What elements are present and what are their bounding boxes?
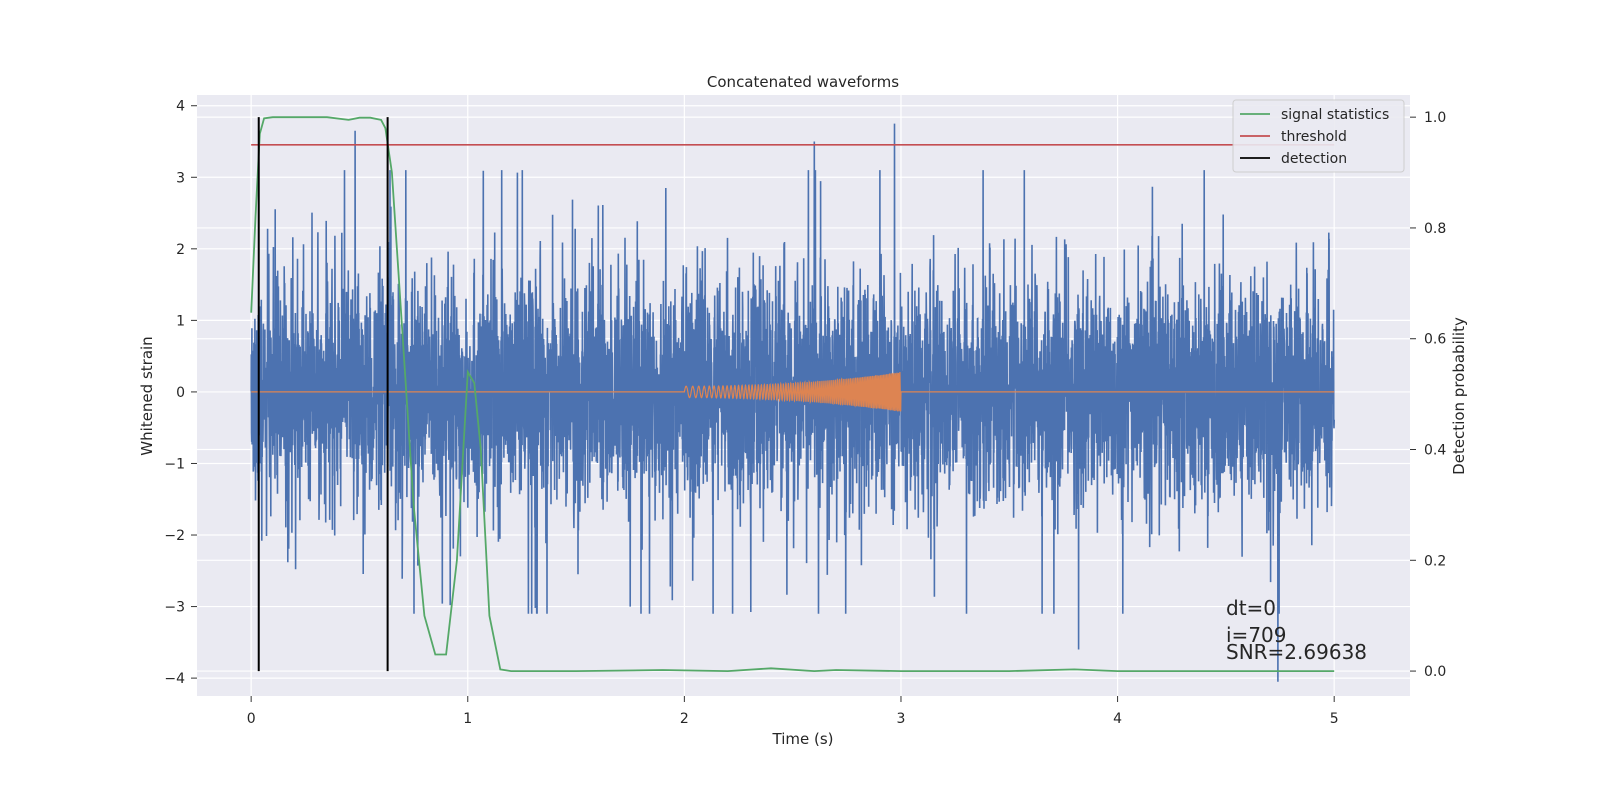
y-tick-label: −4: [164, 671, 185, 687]
annotation-index: i=709: [1226, 623, 1287, 647]
y2-tick-label: 0.0: [1424, 664, 1446, 680]
legend-box: [1232, 99, 1405, 173]
x-tick-label: 4: [1113, 711, 1122, 727]
annotations: dt=0 i=709 SNR=2.69638: [1226, 596, 1367, 664]
legend-label-detection: detection: [1281, 151, 1347, 167]
x-tick-label: 5: [1330, 711, 1339, 727]
y-tick-label: −2: [164, 528, 185, 544]
y-tick-label: 3: [176, 170, 185, 186]
legend: signal statistics threshold detection: [1232, 99, 1405, 173]
strain-series-line: [250, 123, 1335, 682]
plot-content: [250, 116, 1335, 682]
x-tick-label: 0: [247, 711, 256, 727]
y2-tick-label: 0.4: [1424, 443, 1446, 459]
y2-tick-label: 0.6: [1424, 332, 1446, 348]
y2-axis-label: Detection probability: [1450, 317, 1468, 475]
y-tick-label: 4: [176, 99, 185, 115]
y2-axis-ticks: 0.0 0.2 0.4 0.6 0.8 1.0: [1410, 110, 1446, 680]
legend-label-threshold: threshold: [1281, 129, 1347, 145]
y-tick-label: 2: [176, 242, 185, 258]
detection-lines: [257, 117, 389, 672]
y2-tick-label: 1.0: [1424, 110, 1446, 126]
annotation-dt: dt=0: [1226, 596, 1276, 620]
legend-label-signal-statistics: signal statistics: [1281, 107, 1389, 123]
chart-title: Concatenated waveforms: [707, 73, 899, 91]
signal-statistics-line: [250, 116, 1335, 673]
y-tick-label: −3: [164, 600, 185, 616]
y-axis-label: Whitened strain: [138, 336, 156, 455]
y-tick-label: 1: [176, 313, 185, 329]
x-tick-label: 3: [897, 711, 906, 727]
x-tick-label: 1: [463, 711, 472, 727]
y2-tick-label: 0.2: [1424, 553, 1446, 569]
x-axis-ticks: 0 1 2 3 4 5: [247, 696, 1339, 727]
y-axis-ticks: −4 −3 −2 −1 0 1 2 3 4: [164, 99, 197, 687]
y-tick-label: −1: [164, 456, 185, 472]
x-tick-label: 2: [680, 711, 689, 727]
y2-tick-label: 0.8: [1424, 221, 1446, 237]
x-axis-label: Time (s): [772, 730, 834, 748]
template-series-line: [251, 371, 1335, 412]
annotation-snr: SNR=2.69638: [1226, 640, 1367, 664]
y-tick-label: 0: [176, 385, 185, 401]
